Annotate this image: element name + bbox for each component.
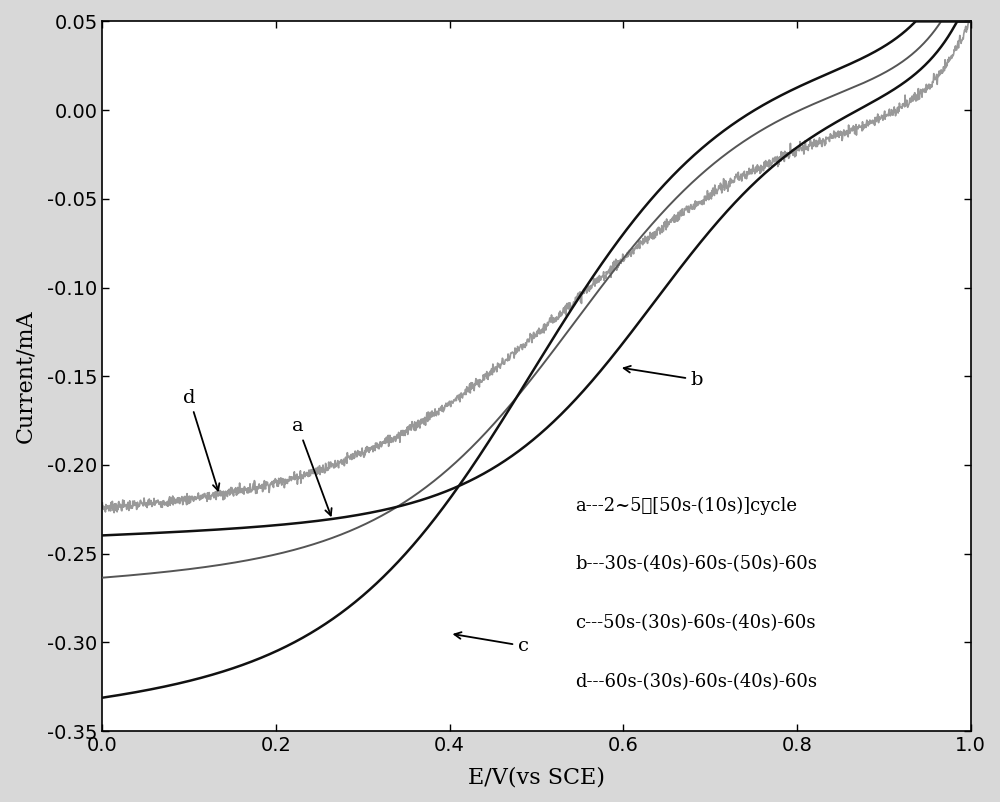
Text: b---30s-(40s)-60s-(50s)-60s: b---30s-(40s)-60s-(50s)-60s (576, 556, 817, 573)
Text: a: a (292, 417, 332, 516)
Text: a---2~5个[50s-(10s)]cycle: a---2~5个[50s-(10s)]cycle (576, 497, 798, 515)
Y-axis label: Current/mA: Current/mA (14, 310, 36, 443)
Text: d: d (183, 388, 219, 491)
Text: b: b (624, 366, 703, 389)
Text: c---50s-(30s)-60s-(40s)-60s: c---50s-(30s)-60s-(40s)-60s (576, 614, 816, 632)
X-axis label: E/V(vs SCE): E/V(vs SCE) (468, 766, 605, 788)
Text: d---60s-(30s)-60s-(40s)-60s: d---60s-(30s)-60s-(40s)-60s (576, 673, 818, 691)
Text: c: c (454, 632, 529, 655)
